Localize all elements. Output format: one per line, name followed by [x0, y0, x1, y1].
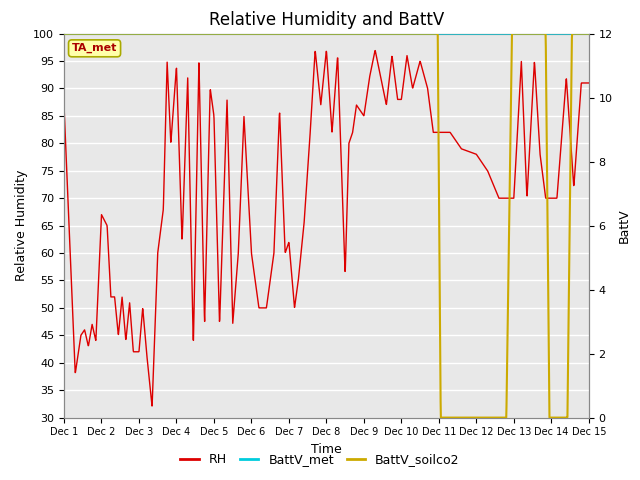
Y-axis label: BattV: BattV: [618, 208, 631, 243]
Y-axis label: Relative Humidity: Relative Humidity: [15, 170, 28, 281]
X-axis label: Time: Time: [311, 443, 342, 456]
Legend: RH, BattV_met, BattV_soilco2: RH, BattV_met, BattV_soilco2: [175, 448, 465, 471]
Text: TA_met: TA_met: [72, 43, 117, 53]
Title: Relative Humidity and BattV: Relative Humidity and BattV: [209, 11, 444, 29]
